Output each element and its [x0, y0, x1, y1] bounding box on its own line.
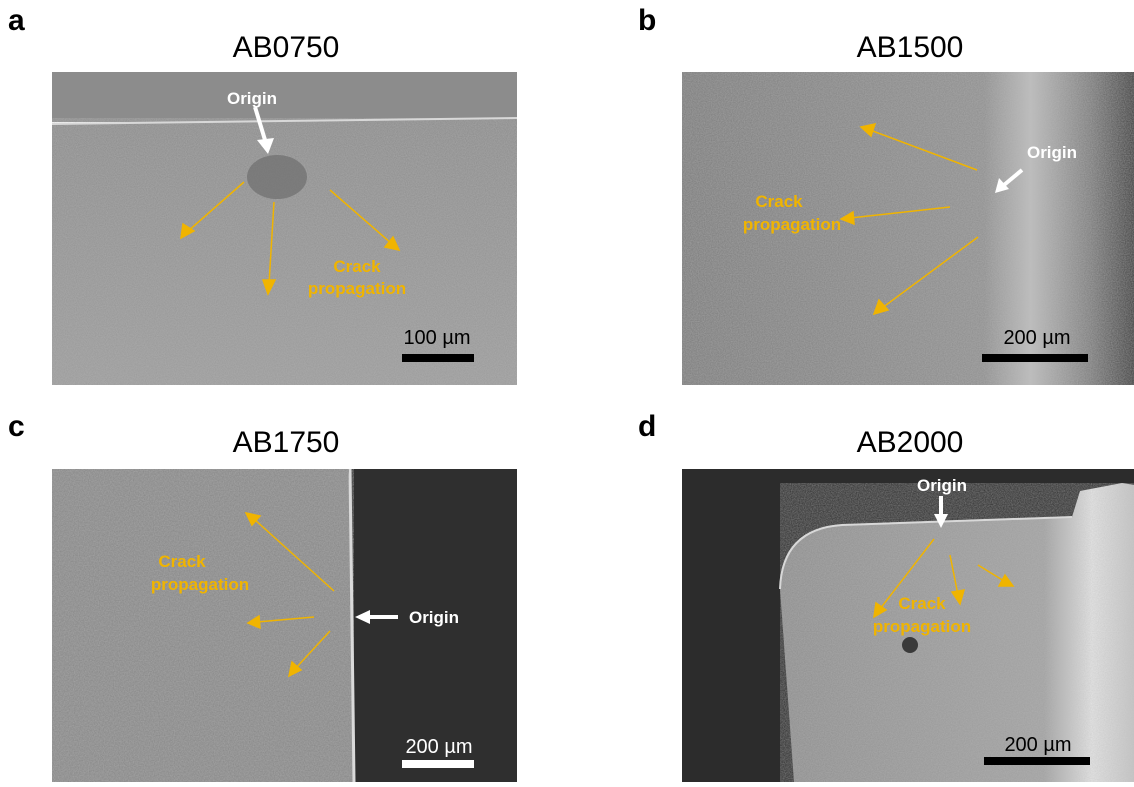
- panel-letter-b: b: [638, 4, 657, 37]
- scale-label-d: 200 µm: [1004, 734, 1071, 756]
- origin-arrow-a: [253, 106, 274, 154]
- scale-bar-d: [984, 757, 1090, 765]
- sem-image-d: Origin Crack propagation 200 µm: [682, 469, 1134, 782]
- crack-label-line1-c: Crack: [158, 552, 206, 571]
- origin-label-d: Origin: [917, 476, 967, 495]
- crack-arrows-a: [180, 181, 401, 296]
- panel-title-b: AB1500: [856, 31, 964, 64]
- crack-label-line1-a: Crack: [333, 257, 381, 276]
- crack-arrows-b: [839, 122, 979, 316]
- crack-arrows-d: [873, 538, 1015, 619]
- background-a: [52, 72, 517, 122]
- origin-label-a: Origin: [227, 89, 277, 108]
- panel-title-c: AB1750: [232, 426, 340, 459]
- panel-title-d: AB2000: [856, 426, 964, 459]
- origin-arrow-d: [934, 496, 948, 528]
- crack-label-line1-b: Crack: [755, 192, 803, 211]
- crack-label-line2-d: propagation: [873, 617, 971, 636]
- origin-label-b: Origin: [1027, 143, 1077, 162]
- origin-arrow-c: [355, 610, 398, 624]
- scale-label-b: 200 µm: [1003, 327, 1070, 349]
- crack-label-line2-b: propagation: [743, 215, 841, 234]
- panel-letter-d: d: [638, 410, 657, 443]
- crack-label-line1-d: Crack: [898, 594, 946, 613]
- panel-letter-c: c: [8, 410, 25, 443]
- sem-image-c: Origin Crack propagation 200 µm: [52, 469, 517, 782]
- scale-bar-a: [402, 354, 474, 362]
- origin-arrow-b: [995, 168, 1024, 193]
- scale-label-c: 200 µm: [405, 736, 472, 758]
- scale-bar-c: [402, 760, 474, 768]
- origin-label-c: Origin: [409, 608, 459, 627]
- scale-bar-b: [982, 354, 1088, 362]
- crack-label-line2-c: propagation: [151, 575, 249, 594]
- sem-image-b: Origin Crack propagation 200 µm: [682, 72, 1134, 385]
- panel-letter-a: a: [8, 4, 25, 37]
- scale-label-a: 100 µm: [403, 327, 470, 349]
- panel-title-a: AB0750: [232, 31, 340, 64]
- crack-label-line2-a: propagation: [308, 279, 406, 298]
- sem-image-a: Origin Crack propagation 100 µm: [52, 72, 517, 385]
- crack-arrows-c: [244, 511, 335, 678]
